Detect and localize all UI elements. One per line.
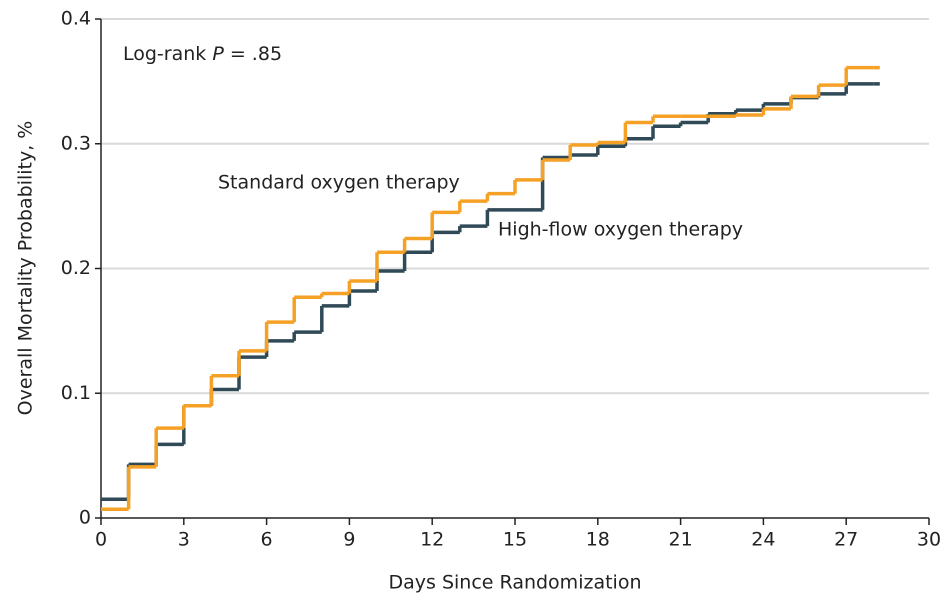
annotation-text: P	[212, 43, 224, 65]
y-tick-label: 0.2	[61, 257, 91, 279]
x-tick-label: 15	[503, 529, 527, 551]
y-tick-label: 0	[79, 507, 91, 529]
annotation: Log-rank P = .85	[123, 43, 282, 65]
annotation-text: = .85	[224, 43, 282, 65]
x-tick-label: 21	[669, 529, 693, 551]
x-tick-label: 9	[343, 529, 355, 551]
x-axis-label: Days Since Randomization	[389, 572, 642, 594]
x-tick-label: 0	[95, 529, 107, 551]
x-tick-label: 12	[420, 529, 444, 551]
series-label: High-flow oxygen therapy	[498, 219, 743, 241]
y-tick-label: 0.1	[61, 382, 91, 404]
x-tick-label: 6	[261, 529, 273, 551]
y-tick-label: 0.3	[61, 132, 91, 154]
x-tick-label: 18	[586, 529, 610, 551]
annotation-text: Log-rank	[123, 43, 212, 65]
y-axis-label: Overall Mortality Probability, %	[15, 121, 37, 416]
series-label: Standard oxygen therapy	[218, 172, 460, 194]
x-tick-label: 30	[917, 529, 941, 551]
x-tick-label: 3	[178, 529, 190, 551]
x-tick-label: 24	[751, 529, 775, 551]
x-tick-label: 27	[834, 529, 858, 551]
y-tick-label: 0.4	[61, 8, 91, 30]
